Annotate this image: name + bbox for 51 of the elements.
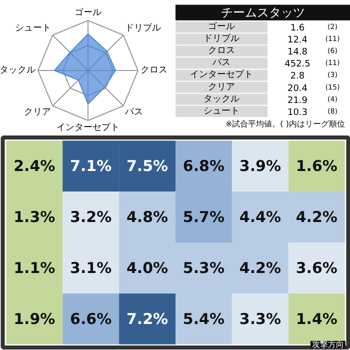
data-label: 7.5% xyxy=(126,157,168,176)
data-label: 4.2% xyxy=(296,208,338,226)
data-label: 6.8% xyxy=(182,157,225,176)
spoke-label: シュート xyxy=(14,23,51,34)
category-label: ドリブル xyxy=(204,33,240,44)
data-label: 4.2% xyxy=(239,258,281,277)
category-label: タックル xyxy=(204,94,240,104)
data-label: 10.3 xyxy=(287,108,308,118)
spoke-label: クロス xyxy=(140,66,168,76)
category-label: インターセプト xyxy=(190,69,253,80)
data-label: 21.9 xyxy=(287,96,308,106)
data-label: 6.6% xyxy=(70,310,112,328)
data-label: 452.5 xyxy=(284,60,310,70)
data-label: 4.8% xyxy=(126,208,168,226)
category-label: パス xyxy=(212,58,230,68)
data-label: 12.4 xyxy=(287,36,308,46)
data-label: 20.4 xyxy=(287,84,308,94)
category-label: クリア xyxy=(208,82,235,92)
data-label: 7.1% xyxy=(70,157,112,176)
data-label: 14.8 xyxy=(287,48,308,58)
data-label: 2.4% xyxy=(14,157,56,176)
data-label: 5.4% xyxy=(182,310,225,328)
data-label: 1.3% xyxy=(14,208,56,226)
data-label: 3.9% xyxy=(239,157,281,176)
data-label: 5.3% xyxy=(182,258,225,277)
spoke-label: パス xyxy=(124,108,144,118)
annotation: 攻撃方向 xyxy=(312,340,344,349)
spoke-label: ドリブル xyxy=(125,22,162,34)
category-label: シュート xyxy=(204,106,240,116)
spoke-label: インターセプト xyxy=(56,122,120,133)
data-label: 2.8 xyxy=(290,72,305,82)
data-label: 7.2% xyxy=(126,310,168,328)
data-label: 1.9% xyxy=(14,310,56,328)
data-label: 4.0% xyxy=(126,258,168,277)
category-label: クロス xyxy=(208,46,235,56)
spoke-label: タックル xyxy=(0,66,36,76)
data-label: 3.2% xyxy=(70,208,112,226)
data-label: 1.1% xyxy=(14,258,56,277)
category-label: ゴール xyxy=(208,21,235,32)
data-label: 1.6 xyxy=(290,24,305,34)
data-label: 3.1% xyxy=(70,258,112,277)
data-label: 1.6% xyxy=(296,157,338,176)
data-label: 3.3% xyxy=(239,310,281,328)
text: ※試合平均値。( )内はリーグ順位 xyxy=(225,120,345,129)
data-label: 1.4% xyxy=(296,310,338,328)
spoke-label: ゴール xyxy=(74,7,102,18)
text: チームスタッツ xyxy=(221,6,305,20)
data-label: 3.6% xyxy=(296,258,338,277)
data-label: 4.4% xyxy=(239,208,281,226)
spoke-label: クリア xyxy=(24,108,51,118)
data-label: 5.7% xyxy=(182,208,225,226)
